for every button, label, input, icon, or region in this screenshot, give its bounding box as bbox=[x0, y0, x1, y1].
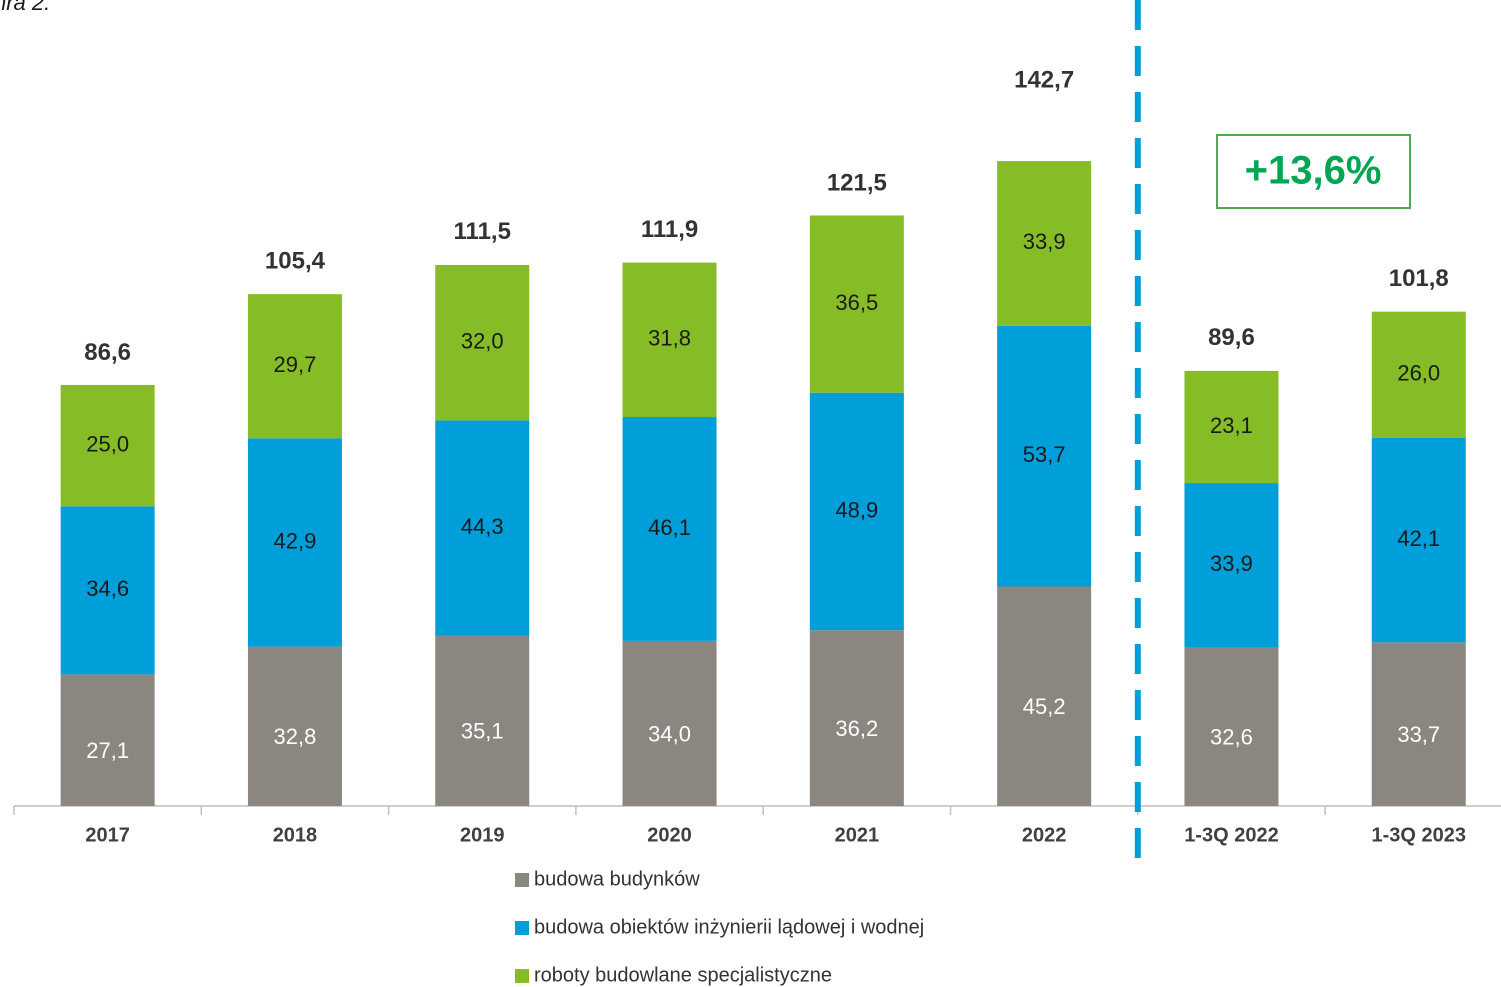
x-tick-label: 2020 bbox=[647, 824, 692, 846]
annotation-box bbox=[1216, 134, 1411, 209]
bar-segment bbox=[1371, 311, 1466, 438]
bar-segment bbox=[1371, 642, 1466, 806]
data-label: 36,2 bbox=[835, 716, 878, 741]
legend-label: budowa obiektów inżynierii lądowej i wod… bbox=[534, 916, 924, 938]
data-label: 27,1 bbox=[86, 738, 129, 763]
bar-segment bbox=[60, 674, 155, 806]
data-label: 32,0 bbox=[461, 329, 504, 354]
data-label: 34,6 bbox=[86, 576, 129, 601]
data-label: 45,2 bbox=[1023, 694, 1066, 719]
data-label: 33,9 bbox=[1210, 551, 1253, 576]
bar-segment bbox=[435, 420, 530, 636]
data-label: 44,3 bbox=[461, 514, 504, 539]
total-label: 111,9 bbox=[641, 216, 698, 243]
bar-segment bbox=[435, 635, 530, 806]
bar-segment bbox=[809, 630, 904, 806]
total-label: 142,7 bbox=[1014, 66, 1074, 93]
data-label: 23,1 bbox=[1210, 413, 1253, 438]
data-label: 35,1 bbox=[461, 719, 504, 744]
data-label: 33,9 bbox=[1023, 229, 1066, 254]
data-label: 48,9 bbox=[835, 497, 878, 522]
data-label: 33,7 bbox=[1397, 722, 1440, 747]
bar-segment bbox=[435, 265, 530, 421]
bar-segment bbox=[622, 262, 717, 418]
bar-segment bbox=[247, 294, 342, 439]
data-label: 26,0 bbox=[1397, 361, 1440, 386]
data-label: 36,5 bbox=[835, 290, 878, 315]
data-label: 34,0 bbox=[648, 721, 691, 746]
total-label: 121,5 bbox=[827, 169, 887, 196]
bar-segment bbox=[622, 417, 717, 641]
legend-swatch bbox=[515, 921, 529, 935]
bar-segment bbox=[997, 586, 1092, 806]
data-label: 25,0 bbox=[86, 431, 129, 456]
bar-segment bbox=[997, 161, 1092, 326]
bar-segment bbox=[1371, 437, 1466, 643]
bar-segment bbox=[622, 640, 717, 806]
bar-segment bbox=[1184, 370, 1279, 484]
bar-segment bbox=[60, 506, 155, 675]
data-label: 32,8 bbox=[274, 724, 317, 749]
bar-segment bbox=[247, 438, 342, 647]
legend-label: budowa budynków bbox=[534, 868, 700, 890]
x-tick-label: 2017 bbox=[85, 824, 130, 846]
bar-segment bbox=[809, 392, 904, 631]
data-label: 42,9 bbox=[274, 528, 317, 553]
data-label: 42,1 bbox=[1397, 526, 1440, 551]
x-tick-label: 2022 bbox=[1022, 824, 1067, 846]
x-tick-label: 2019 bbox=[460, 824, 505, 846]
bar-segment bbox=[997, 325, 1092, 587]
legend-label: roboty budowlane specjalistyczne bbox=[534, 964, 832, 986]
total-label: 89,6 bbox=[1208, 324, 1255, 351]
annotation: +13,6% bbox=[1245, 149, 1382, 193]
legend-swatch bbox=[515, 873, 529, 887]
data-label: 31,8 bbox=[648, 326, 691, 351]
legend-swatch bbox=[515, 969, 529, 983]
data-label: 46,1 bbox=[648, 515, 691, 540]
bar-segment bbox=[60, 384, 155, 507]
x-tick-label: 1-3Q 2022 bbox=[1184, 824, 1279, 846]
bar-segment bbox=[247, 646, 342, 806]
x-tick-label: 2021 bbox=[835, 824, 880, 846]
data-label: 53,7 bbox=[1023, 442, 1066, 467]
bar-segment bbox=[809, 215, 904, 393]
x-tick-label: 2018 bbox=[273, 824, 318, 846]
total-label: 101,8 bbox=[1389, 265, 1449, 292]
data-label: 29,7 bbox=[274, 352, 317, 377]
total-label: 111,5 bbox=[454, 218, 511, 245]
caption: nra 2. bbox=[0, 0, 50, 15]
total-label: 105,4 bbox=[265, 247, 326, 274]
data-label: 32,6 bbox=[1210, 725, 1253, 750]
x-tick-label: 1-3Q 2023 bbox=[1371, 824, 1466, 846]
total-label: 86,6 bbox=[84, 339, 131, 366]
bar-segment bbox=[1184, 483, 1279, 648]
bar-segment bbox=[1184, 647, 1279, 806]
